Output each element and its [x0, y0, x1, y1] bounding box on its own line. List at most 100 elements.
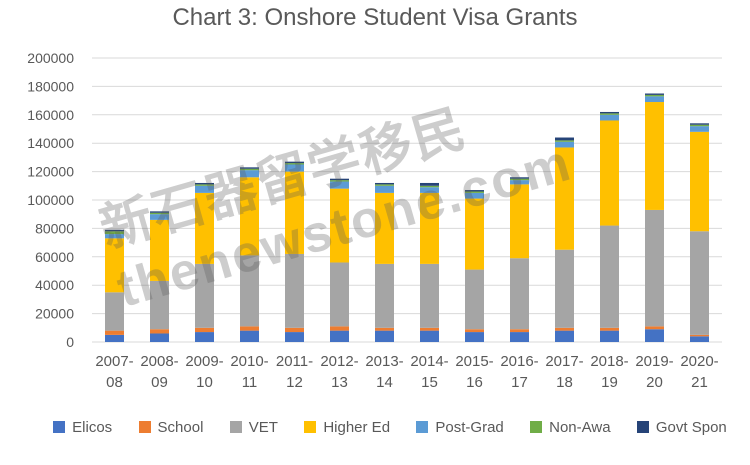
- bar-segment: [465, 332, 484, 342]
- x-tick-label: 14: [376, 374, 393, 391]
- bar-segment: [285, 171, 304, 254]
- bar-segment: [150, 333, 169, 342]
- x-tick-label: 13: [331, 374, 348, 391]
- bar-segment: [330, 180, 349, 182]
- bar-segment: [105, 238, 124, 293]
- legend-label: Non-Awa: [549, 418, 611, 436]
- bar-segment: [105, 231, 124, 235]
- bar-segment: [420, 330, 439, 342]
- bar-segment: [150, 329, 169, 334]
- bar-segment: [195, 184, 214, 186]
- y-tick-label: 160000: [27, 107, 74, 123]
- legend-item: Elicos: [53, 419, 112, 436]
- bar-segment: [150, 219, 169, 281]
- legend: Elicos School VET Higher Ed Post-Grad Non-Awa…: [40, 416, 740, 438]
- y-tick-label: 180000: [27, 78, 74, 94]
- x-tick-label: 20: [646, 374, 663, 391]
- x-tick-label: 2013-: [365, 353, 403, 370]
- y-tick-label: 60000: [35, 249, 74, 265]
- bar-segment: [240, 170, 259, 178]
- bar-segment: [690, 231, 709, 335]
- bar-segment: [555, 141, 574, 148]
- x-tick-label: 2019-: [635, 353, 673, 370]
- bar-segment: [285, 332, 304, 342]
- bar-segment: [375, 327, 394, 331]
- legend-swatch: [138, 421, 151, 433]
- bar-segment: [465, 190, 484, 192]
- bar-segment: [555, 330, 574, 342]
- bar-segment: [645, 93, 664, 95]
- y-tick-label: 120000: [27, 164, 74, 180]
- bar-segment: [465, 192, 484, 199]
- legend-label: VET: [248, 418, 278, 436]
- x-tick-label: 2017-: [545, 353, 583, 370]
- x-tick-label: 2018-: [590, 353, 628, 370]
- bar-segment: [600, 120, 619, 226]
- bar-segment: [285, 163, 304, 165]
- bar-segment: [465, 191, 484, 193]
- x-tick-label: 17: [511, 374, 528, 391]
- legend-item: Non-Awa: [530, 418, 611, 436]
- legend-item: VET: [229, 418, 278, 436]
- bar-segment: [105, 334, 124, 342]
- bar-segment: [195, 185, 214, 193]
- bar-segment: [645, 102, 664, 210]
- bar-segment: [645, 326, 664, 330]
- bar-segment: [465, 198, 484, 270]
- bar-segment: [465, 329, 484, 333]
- bar-segment: [510, 332, 529, 342]
- y-axis-ticks: 0 20000 40000 60000 80000 100000 120000 140000 1…: [27, 50, 74, 350]
- bar-segment: [105, 229, 124, 232]
- y-tick-label: 140000: [27, 135, 74, 151]
- bar-segment: [510, 177, 529, 179]
- bar-segment: [690, 126, 709, 132]
- bar-segment: [195, 263, 214, 328]
- bar-segment: [375, 182, 394, 185]
- bar-segment: [645, 209, 664, 327]
- bar-segment: [240, 330, 259, 342]
- legend-swatch: [304, 421, 317, 433]
- legend-swatch: [416, 421, 429, 433]
- bar-segment: [600, 114, 619, 121]
- y-tick-label: 80000: [35, 220, 74, 236]
- chart-title: Chart 3: Onshore Student Visa Grants: [172, 4, 578, 31]
- legend-item: Govt Spon: [636, 419, 727, 436]
- legend-label: Higher Ed: [323, 418, 391, 436]
- bar-segment: [105, 292, 124, 331]
- x-tick-label: 2012-: [320, 353, 358, 370]
- bar-segment: [555, 249, 574, 328]
- y-tick-label: 20000: [35, 306, 74, 322]
- x-tick-label: 2015-: [455, 353, 493, 370]
- bar-segment: [510, 178, 529, 181]
- bar-segment: [510, 258, 529, 330]
- x-tick-label: 2016-: [500, 353, 538, 370]
- bar-segment: [240, 168, 259, 171]
- legend-label: Elicos: [72, 418, 113, 436]
- bar-segment: [375, 192, 394, 264]
- x-tick-label: 2011-: [276, 353, 313, 370]
- bar-segment: [240, 177, 259, 256]
- bar-segment: [690, 123, 709, 125]
- bar-segment: [285, 161, 304, 164]
- bar-segment: [285, 327, 304, 333]
- bar-segment: [600, 327, 619, 331]
- x-tick-label: 2007-: [95, 353, 133, 370]
- y-tick-label: 0: [66, 334, 74, 350]
- bar-segment: [375, 263, 394, 328]
- x-tick-label: 2009-: [185, 353, 223, 370]
- bar-segment: [690, 131, 709, 232]
- legend-item: Post-Grad: [416, 419, 504, 436]
- x-tick-label: 2014-: [410, 353, 448, 370]
- bar-segment: [150, 214, 169, 220]
- bar-segment: [420, 185, 439, 188]
- x-tick-label: 21: [691, 374, 708, 391]
- bar-segment: [420, 182, 439, 186]
- bar-segment: [555, 140, 574, 142]
- plot-area: 0 20000 40000 60000 80000 100000 120000 140000 1…: [27, 50, 722, 391]
- bar-segment: [690, 124, 709, 127]
- bar-segment: [600, 330, 619, 342]
- bar-segment: [105, 330, 124, 335]
- x-tick-label: 19: [601, 374, 618, 391]
- y-tick-label: 100000: [27, 192, 74, 208]
- bar-segment: [330, 326, 349, 331]
